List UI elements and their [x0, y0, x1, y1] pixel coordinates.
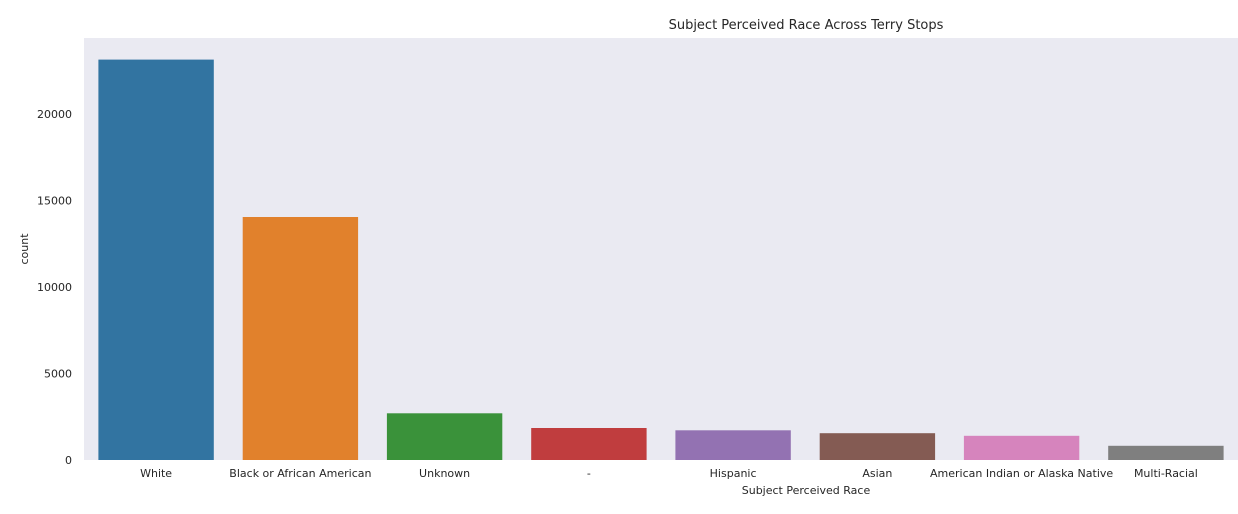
x-tick-label: Multi-Racial: [1134, 467, 1198, 480]
bar-1: [242, 217, 359, 460]
y-axis-label: count: [18, 233, 31, 265]
x-tick-label: Hispanic: [710, 467, 757, 480]
bar-6: [963, 435, 1080, 460]
y-tick-label: 0: [65, 454, 72, 467]
bar-4: [675, 430, 791, 460]
y-tick-label: 15000: [37, 195, 72, 208]
x-tick-label: Black or African American: [229, 467, 371, 480]
x-tick-label: Unknown: [419, 467, 470, 480]
x-tick-label: Asian: [862, 467, 892, 480]
bar-0: [98, 59, 214, 460]
x-tick-label: -: [587, 467, 591, 480]
x-axis-label: Subject Perceived Race: [742, 484, 871, 497]
chart-title: Subject Perceived Race Across Terry Stop…: [669, 18, 944, 33]
x-tick-label: White: [140, 467, 172, 480]
bar-2: [386, 413, 503, 460]
y-tick-label: 5000: [44, 368, 72, 381]
bar-5: [819, 433, 936, 460]
y-tick-label: 20000: [37, 108, 72, 121]
bars: [98, 59, 1224, 460]
bar-3: [531, 428, 647, 460]
x-ticks: White Black or African American Unknown - Hi…: [140, 467, 1198, 480]
y-tick-label: 10000: [37, 281, 72, 294]
bar-7: [1108, 445, 1224, 460]
y-ticks: 0 5000 10000 15000 20000: [37, 108, 72, 467]
x-tick-label: American Indian or Alaska Native: [930, 467, 1113, 480]
